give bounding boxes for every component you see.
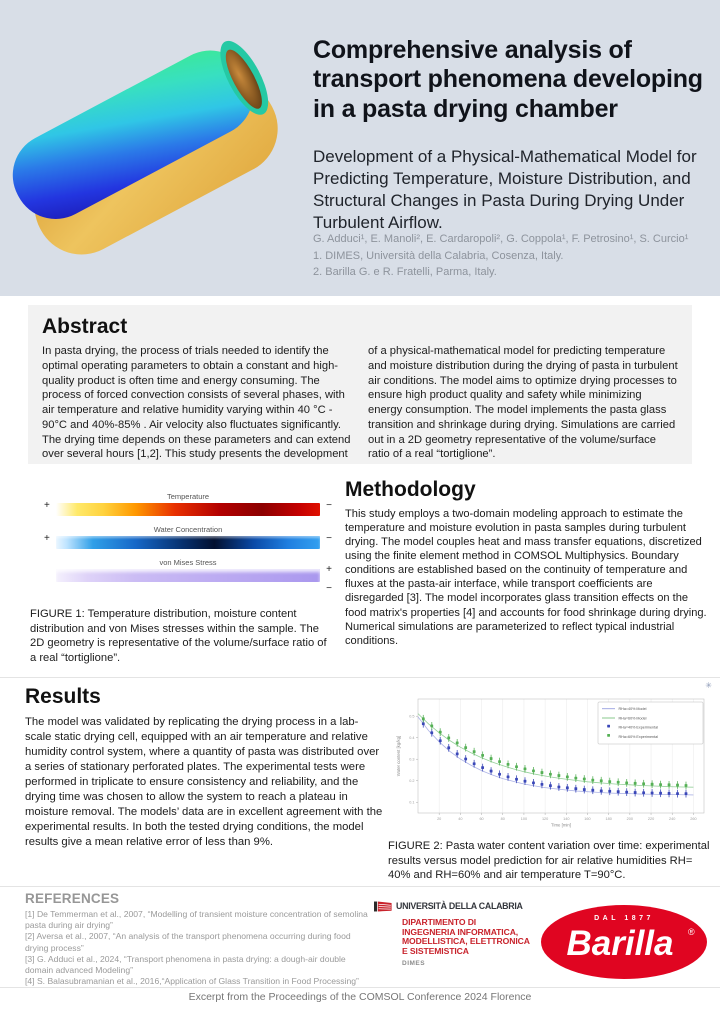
plus-sign: +: [44, 533, 50, 544]
poster-title: Comprehensive analysis of transport phen…: [313, 36, 703, 123]
barilla-wordmark: Barilla: [567, 924, 674, 963]
poster-subtitle: Development of a Physical-Mathematical M…: [313, 147, 697, 233]
abstract-heading: Abstract: [42, 315, 128, 338]
plus-sign: +: [326, 564, 332, 575]
svg-text:100: 100: [521, 817, 527, 821]
results-text: The model was validated by replicating t…: [25, 716, 383, 849]
reference-item: [2] Aversa et al., 2007, “An analysis of…: [25, 931, 351, 953]
pasta-3d-render: [12, 40, 278, 255]
von-mises-gradient-bar: [56, 569, 320, 582]
authors-block: G. Adduci¹, E. Manoli², E. Cardaropoli²,…: [313, 231, 713, 281]
affiliation-1: 1. DIMES, Università della Calabria, Cos…: [313, 249, 564, 262]
abstract-column-left: In pasta drying, the process of trials n…: [42, 345, 351, 461]
minus-sign: −: [326, 500, 332, 511]
svg-text:RHa=40% Experimental: RHa=40% Experimental: [619, 726, 659, 730]
water-gradient-bar: [56, 536, 320, 549]
colorbar-water-concentration: Water Concentration + −: [42, 525, 334, 549]
results-heading: Results: [25, 685, 101, 708]
unical-dimes: DIMES: [402, 959, 426, 967]
svg-text:200: 200: [627, 817, 633, 821]
footer-text: Excerpt from the Proceedings of the COMS…: [188, 991, 532, 1003]
colorbar-temperature: Temperature + −: [42, 492, 334, 516]
svg-text:240: 240: [669, 817, 675, 821]
abstract-columns: In pasta drying, the process of trials n…: [42, 344, 678, 462]
references-heading: REFERENCES: [25, 891, 120, 906]
author-list: G. Adduci¹, E. Manoli², E. Cardaropoli²,…: [313, 233, 689, 245]
series-rha-40-experimental: [421, 719, 688, 798]
methodology-text: This study employs a two-domain modeling…: [345, 508, 707, 647]
reference-item: [1] De Temmerman et al., 2007, “Modellin…: [25, 909, 368, 931]
minus-sign: −: [326, 583, 332, 594]
series-rha-40-model: [417, 716, 694, 796]
header-band: Comprehensive analysis of transport phen…: [0, 0, 720, 296]
minus-sign: −: [326, 533, 332, 544]
svg-text:20: 20: [437, 817, 441, 821]
y-axis-label: Water content [kg/kg]: [396, 736, 401, 776]
svg-text:220: 220: [648, 817, 654, 821]
colorbar-von-mises-label: von Mises Stress: [159, 558, 217, 567]
barilla-tagline: DAL 1877: [594, 915, 654, 922]
references-section: REFERENCES [1] De Temmerman et al., 2007…: [25, 891, 375, 987]
affiliation-2: 2. Barilla G. e R. Fratelli, Parma, Ital…: [313, 266, 497, 279]
series-rha-60-model: [417, 713, 694, 788]
svg-text:0.5: 0.5: [409, 715, 414, 719]
unical-logo: UNIVERSITÀ DELLA CALABRIA DIPARTIMENTO D…: [374, 899, 534, 967]
svg-text:60: 60: [479, 817, 483, 821]
barilla-registered-mark: ®: [688, 927, 695, 937]
chart-frame: [417, 698, 705, 814]
colorbar-von-mises: von Mises Stress + −: [42, 558, 334, 594]
svg-text:120: 120: [542, 817, 548, 821]
svg-text:260: 260: [690, 817, 696, 821]
svg-text:40: 40: [458, 817, 462, 821]
methodology-heading: Methodology: [345, 478, 476, 501]
colorbar-temperature-label: Temperature: [166, 492, 210, 501]
svg-text:0.4: 0.4: [409, 736, 414, 740]
reference-item: [3] G. Adduci et al., 2024, “Transport p…: [25, 953, 346, 975]
x-axis-label: Time [min]: [551, 823, 571, 828]
section-divider: [0, 677, 720, 678]
temperature-gradient-bar: [56, 503, 320, 516]
colorbar-water-label: Water Concentration: [153, 525, 223, 534]
methodology-section: Methodology This study employs a two-dom…: [345, 478, 711, 648]
unical-name: UNIVERSITÀ DELLA CALABRIA: [396, 901, 523, 912]
unical-dept-line: INGEGNERIA INFORMATICA,: [402, 926, 519, 937]
svg-text:RHa=40% Model: RHa=40% Model: [619, 707, 647, 711]
chart-corner-icon: ✳: [705, 681, 712, 690]
svg-text:RHa=60% Model: RHa=60% Model: [619, 716, 647, 720]
svg-text:160: 160: [584, 817, 590, 821]
figure1-colorbars: Temperature + − Water Concentration + − …: [42, 492, 334, 594]
series-rha-60-experimental: [421, 714, 688, 790]
figure2-chart: 20 40 60 80 100 120 140 160 180 200 220 240 260 0.1 0.…: [396, 698, 705, 828]
abstract-column-right: of a physical-mathematical model for pre…: [368, 345, 678, 461]
plus-sign: +: [44, 500, 50, 511]
svg-text:0.1: 0.1: [409, 801, 414, 805]
abstract-section: Abstract In pasta drying, the process of…: [28, 305, 692, 464]
footer-divider: [0, 987, 720, 988]
svg-text:180: 180: [605, 817, 611, 821]
unical-department: DIPARTIMENTO DI INGEGNERIA INFORMATICA, …: [402, 917, 534, 957]
svg-text:0.2: 0.2: [409, 779, 414, 783]
unical-dept-line: E SISTEMISTICA: [402, 945, 469, 956]
unical-logo-top: UNIVERSITÀ DELLA CALABRIA: [374, 899, 534, 914]
unical-dept-line: DIPARTIMENTO DI: [402, 917, 477, 927]
barilla-logo: DAL 1877 Barilla ®: [541, 905, 707, 979]
figure2-caption: FIGURE 2: Pasta water content variation …: [388, 840, 710, 882]
svg-text:140: 140: [563, 817, 569, 821]
chart-axes: 20 40 60 80 100 120 140 160 180 200 220 240 260 0.1 0.…: [409, 715, 696, 821]
svg-text:80: 80: [501, 817, 505, 821]
unical-dept-line: MODELLISTICA, ELETTRONICA: [402, 936, 530, 947]
figure1-caption: FIGURE 1: Temperature distribution, mois…: [30, 608, 327, 664]
svg-text:0.3: 0.3: [409, 758, 414, 762]
unical-crest-icon: [374, 901, 392, 912]
chart-legend: RHa=40% Model RHa=60% Model RHa=40% Experi…: [597, 701, 704, 745]
figure2-plot-area: ✳ 20 40 60 80 100 120 140 160 180 200 220 240 260 0.1…: [388, 681, 716, 837]
reference-item: [4] S. Balasubramanian et al., 2016,“App…: [25, 976, 359, 987]
svg-text:RHa=60% Experimental: RHa=60% Experimental: [619, 735, 659, 739]
section-divider: [0, 886, 720, 887]
